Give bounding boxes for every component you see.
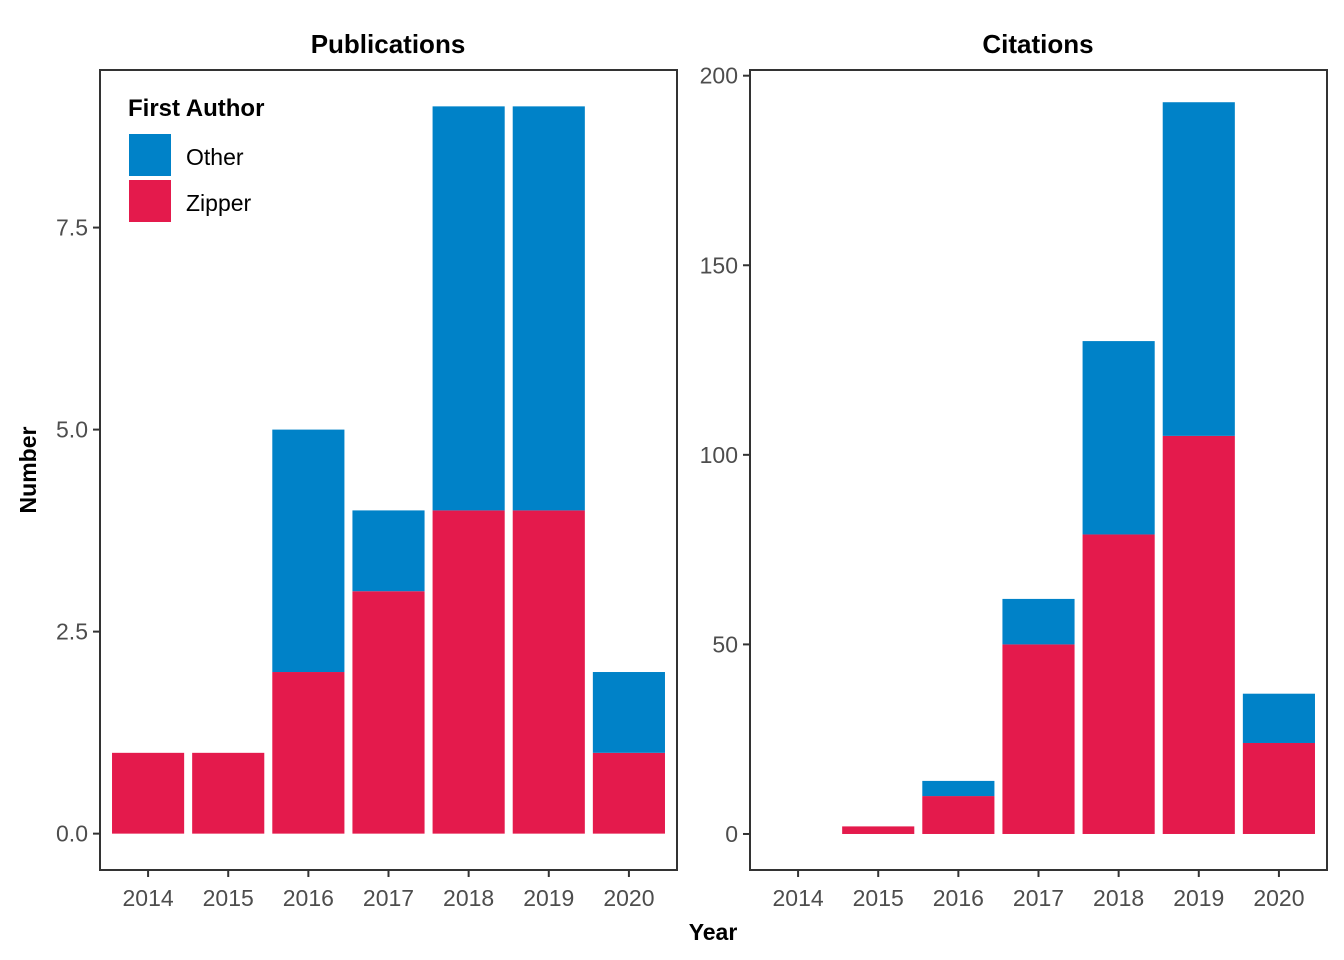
publications-bar-other-2019	[512, 106, 585, 511]
publications-x-tick-label-2020: 2020	[603, 885, 654, 911]
citations-y-tick-label-0: 0	[725, 821, 738, 847]
publications-panel-title: Publications	[311, 29, 466, 59]
citations-y-tick-label-4: 200	[700, 63, 738, 89]
publications-bar-other-2018	[432, 106, 505, 511]
legend-key-other	[129, 134, 171, 176]
publications-x-tick-label-2018: 2018	[443, 885, 494, 911]
publications-bar-other-2016	[272, 429, 345, 673]
citations-panel-title: Citations	[982, 29, 1093, 59]
publications-bar-zipper-2018	[432, 510, 505, 834]
publications-x-tick-label-2015: 2015	[203, 885, 254, 911]
citations-x-tick-label-2018: 2018	[1093, 885, 1144, 911]
citations-x-tick-label-2015: 2015	[853, 885, 904, 911]
citations-y-tick-label-1: 50	[712, 631, 738, 657]
publications-bar-zipper-2019	[512, 510, 585, 834]
citations-bar-zipper-2019	[1162, 435, 1235, 834]
publications-x-tick-label-2014: 2014	[122, 885, 173, 911]
citations-x-tick-label-2020: 2020	[1253, 885, 1304, 911]
legend-key-zipper	[129, 180, 171, 222]
publications-y-tick-label-3: 7.5	[56, 215, 88, 241]
publications-bar-zipper-2020	[592, 752, 665, 834]
publications-panel: Publications 0.02.55.07.5 2014 2015 2016 20…	[56, 29, 678, 911]
citations-bar-other-2020	[1242, 693, 1315, 743]
citations-bar-other-2016	[922, 780, 995, 797]
citations-x-axis: 2014 2015 2016 2017 2018 2019 2020	[772, 870, 1305, 911]
publications-x-tick-label-2019: 2019	[523, 885, 574, 911]
publications-bar-zipper-2015	[192, 752, 265, 834]
publications-x-tick-label-2016: 2016	[283, 885, 334, 911]
publications-bar-zipper-2014	[112, 752, 185, 834]
publications-y-tick-label-0: 0.0	[56, 821, 88, 847]
publications-y-tick-label-1: 2.5	[56, 619, 88, 645]
legend-title: First Author	[128, 95, 264, 122]
citations-bar-zipper-2015	[842, 826, 915, 834]
citations-x-tick-label-2017: 2017	[1013, 885, 1064, 911]
citations-bar-zipper-2018	[1082, 534, 1155, 834]
citations-x-tick-label-2016: 2016	[933, 885, 984, 911]
publications-bar-zipper-2016	[272, 672, 345, 834]
citations-bar-other-2018	[1082, 341, 1155, 535]
citations-y-tick-label-3: 150	[700, 252, 738, 278]
citations-bar-other-2019	[1162, 102, 1235, 436]
publications-x-axis: 2014 2015 2016 2017 2018 2019 2020	[122, 870, 655, 911]
citations-x-tick-label-2019: 2019	[1173, 885, 1224, 911]
x-axis-title: Year	[689, 919, 738, 945]
citations-bars	[842, 102, 1315, 834]
citations-bar-other-2017	[1002, 598, 1075, 645]
publications-y-axis: 0.0 2.5 5.0 7.5	[56, 215, 100, 847]
publications-bars	[112, 106, 665, 834]
publications-bar-other-2017	[352, 510, 425, 592]
citations-bar-zipper-2016	[922, 796, 995, 834]
publications-bar-zipper-2017	[352, 591, 425, 834]
publications-x-tick-label-2017: 2017	[363, 885, 414, 911]
citations-y-tick-label-2: 100	[700, 442, 738, 468]
legend: First Author Other Zipper	[128, 95, 264, 222]
legend-label-zipper: Zipper	[186, 190, 252, 216]
citations-bar-zipper-2020	[1242, 742, 1315, 834]
citations-x-tick-label-2014: 2014	[772, 885, 823, 911]
citations-bar-zipper-2017	[1002, 644, 1075, 834]
publications-y-tick-label-2: 5.0	[56, 417, 88, 443]
publications-bar-other-2020	[592, 672, 665, 753]
y-axis-title: Number	[15, 427, 41, 514]
citations-y-axis: 0 50 100 150 200	[700, 63, 750, 847]
legend-label-other: Other	[186, 144, 244, 170]
